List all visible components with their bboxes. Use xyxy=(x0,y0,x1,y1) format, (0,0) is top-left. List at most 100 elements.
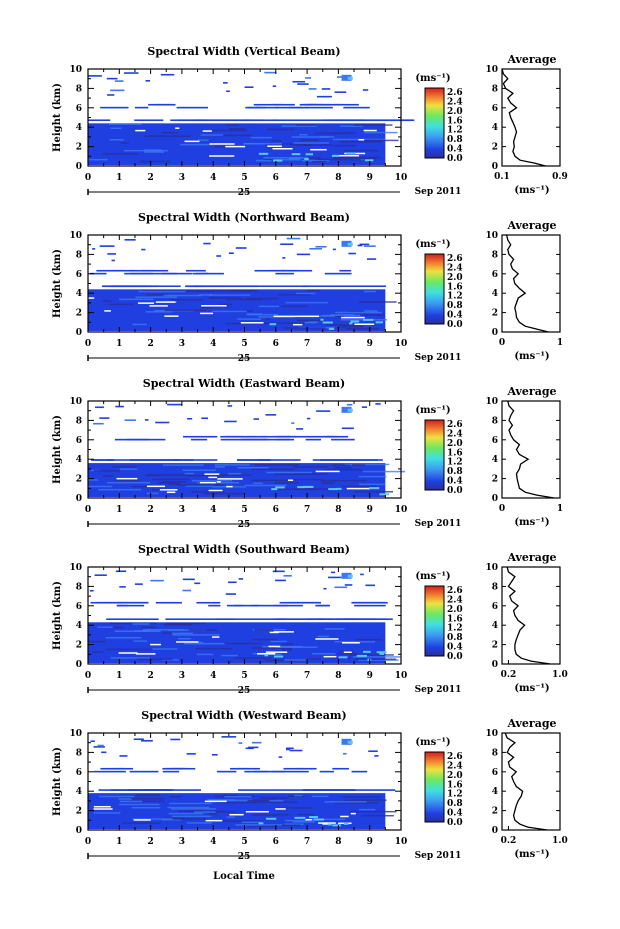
upper-echo xyxy=(145,80,151,82)
heatmap-spot xyxy=(375,321,384,324)
upper-blob xyxy=(347,408,353,412)
upper-echo xyxy=(289,749,303,752)
upper-echo xyxy=(90,740,95,743)
x-tick-label: 5 xyxy=(241,671,247,681)
heatmap-gap xyxy=(204,800,227,803)
heatmap-streak xyxy=(169,802,212,805)
heatmap-streak xyxy=(331,464,350,467)
heatmap-streak xyxy=(284,659,308,661)
heatmap-streak xyxy=(281,305,308,308)
heatmap-streak xyxy=(281,125,317,127)
layer-band xyxy=(204,272,224,275)
upper-echo xyxy=(296,253,311,256)
heatmap-gap xyxy=(209,155,235,157)
upper-echo xyxy=(285,748,290,751)
heatmap-gap xyxy=(155,301,176,303)
heatmap-streak xyxy=(300,139,319,142)
heatmap-streak xyxy=(144,149,162,151)
heatmap-gap xyxy=(343,651,352,654)
upper-echo xyxy=(296,428,304,430)
chart-panel-2: Spectral Width (Eastward Beam) 0 1 2 3 4 5 6 7 8 9… xyxy=(52,377,563,530)
heatmap-streak xyxy=(237,318,266,320)
heatmap-gap xyxy=(265,651,288,653)
heatmap-streak xyxy=(105,648,153,651)
heatmap-gap xyxy=(268,645,281,648)
x-tick-label: 0 xyxy=(85,671,91,681)
heatmap-spot xyxy=(302,485,314,488)
heatmap-gap xyxy=(146,485,166,488)
upper-echo xyxy=(227,405,233,407)
heatmap-gap xyxy=(137,302,155,304)
y-tick-label: 0 xyxy=(76,660,82,670)
x-tick-label: 8 xyxy=(335,173,341,183)
avg-y-tick-label: 0 xyxy=(492,328,498,338)
heatmap-streak xyxy=(311,795,329,798)
avg-x-tick-label: 0.1 xyxy=(494,172,510,182)
heatmap-streak xyxy=(97,626,113,628)
avg-y-tick-label: 6 xyxy=(492,270,498,280)
upper-echo xyxy=(110,89,125,92)
layer-band xyxy=(302,285,387,288)
avg-y-tick-label: 8 xyxy=(492,250,498,260)
y-axis-label: Height (km) xyxy=(52,415,63,484)
layer-band xyxy=(130,272,153,275)
heatmap-spot xyxy=(369,487,380,490)
avg-x-tick-label: 0.9 xyxy=(552,172,568,182)
heatmap-spot xyxy=(379,652,385,655)
layer-band xyxy=(196,601,221,604)
heatmap-streak xyxy=(251,814,289,816)
upper-echo xyxy=(253,418,260,420)
upper-echo xyxy=(286,747,294,750)
layer-band xyxy=(251,604,288,607)
heatmap-streak xyxy=(199,307,212,309)
heatmap-streak xyxy=(352,656,401,658)
heatmap-streak xyxy=(225,642,263,645)
upper-echo xyxy=(224,420,237,423)
upper-echo xyxy=(316,410,331,412)
heatmap-streak xyxy=(262,645,302,648)
layer-band xyxy=(165,767,196,770)
heatmap-streak xyxy=(270,139,282,142)
upper-echo xyxy=(344,584,353,586)
layer-band xyxy=(162,770,180,773)
heatmap-streak xyxy=(308,658,321,660)
heatmap-streak xyxy=(358,475,387,478)
y-tick-label: 2 xyxy=(76,309,82,319)
heatmap-streak xyxy=(177,484,223,486)
heatmap-streak xyxy=(198,139,209,141)
layer-band xyxy=(326,435,349,438)
heatmap-streak xyxy=(351,464,366,466)
upper-echo xyxy=(306,417,311,420)
y-tick-label: 0 xyxy=(76,328,82,338)
y-tick-label: 8 xyxy=(76,416,82,426)
colorbar xyxy=(424,87,445,159)
heatmap-streak xyxy=(191,480,232,482)
x-tick-label: 0 xyxy=(85,339,91,349)
month-year-label: Sep 2011 xyxy=(415,519,462,529)
heatmap-spot xyxy=(275,486,285,489)
date-label: 25 xyxy=(238,852,251,862)
x-tick-label: 2 xyxy=(147,339,153,349)
layer-band xyxy=(89,272,107,275)
heatmap-streak xyxy=(185,485,214,487)
upper-echo xyxy=(342,752,347,755)
avg-y-tick-label: 8 xyxy=(492,416,498,426)
heatmap-streak xyxy=(209,297,242,299)
x-tick-label: 10 xyxy=(395,837,408,847)
y-tick-label: 0 xyxy=(76,826,82,836)
heatmap-streak xyxy=(163,294,202,297)
heatmap-gap xyxy=(216,481,221,483)
avg-y-tick-label: 2 xyxy=(492,807,498,817)
heatmap-gap xyxy=(310,148,327,151)
heatmap-streak xyxy=(234,657,273,659)
heatmap-streak xyxy=(263,157,309,159)
upper-echo xyxy=(226,90,230,93)
heatmap-streak xyxy=(167,806,210,809)
heatmap-streak xyxy=(182,469,217,471)
heatmap-gap xyxy=(116,477,138,480)
heatmap-gap xyxy=(323,655,337,658)
x-tick-label: 1 xyxy=(116,339,122,349)
layer-band xyxy=(354,604,386,607)
heatmap-gap xyxy=(296,315,320,318)
x-tick-label: 6 xyxy=(273,837,279,847)
